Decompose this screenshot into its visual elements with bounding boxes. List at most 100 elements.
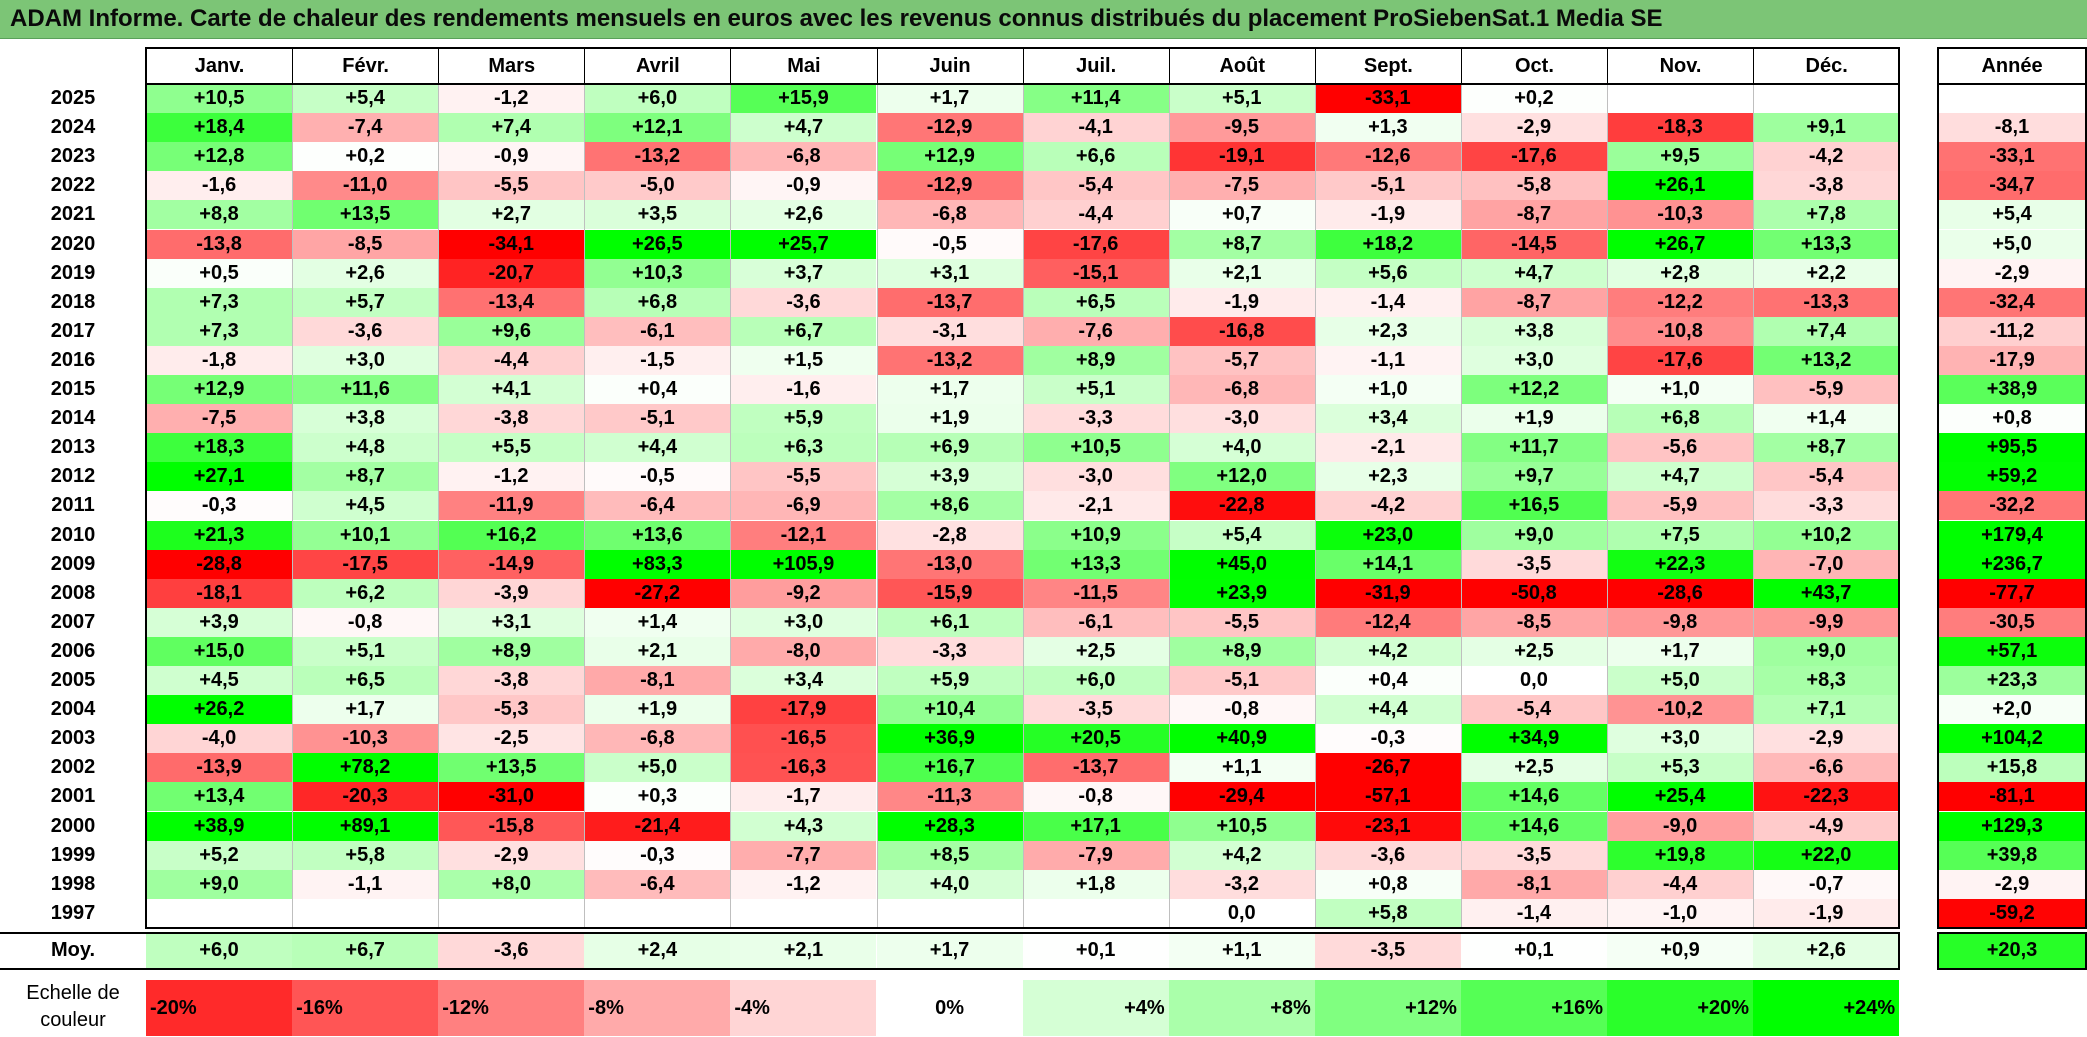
heatmap-cell: +2,5 (1022, 636, 1169, 666)
heatmap-cell: +1,5 (730, 345, 877, 375)
heatmap-cell (1022, 898, 1169, 928)
heatmap-cell: -6,8 (1168, 375, 1315, 405)
grid-line (1753, 84, 1755, 928)
heatmap-cell: +12,2 (1460, 375, 1607, 405)
heatmap-cell: -21,4 (584, 811, 731, 841)
color-scale-label-line1: Echelle de (26, 982, 120, 1004)
heatmap-cell: -7,5 (1168, 171, 1315, 201)
heatmap-cell: +3,1 (876, 258, 1023, 288)
heatmap-cell: -5,5 (730, 462, 877, 492)
heatmap-cell: +2,2 (1753, 258, 1900, 288)
heatmap-cell: -4,0 (146, 724, 293, 754)
heatmap-cell: -1,7 (730, 782, 877, 812)
heatmap-cell: +5,1 (292, 636, 439, 666)
heatmap-cell: +1,9 (876, 404, 1023, 434)
color-scale-step: -16% (292, 980, 439, 1036)
heatmap-cell: -13,2 (584, 142, 731, 172)
heatmap-cell: -13,3 (1753, 287, 1900, 317)
heatmap-cell: +4,7 (1460, 258, 1607, 288)
heatmap-cell: +8,7 (1753, 433, 1900, 463)
column-header-annee: Année (1938, 48, 2086, 84)
heatmap-cell: -5,4 (1022, 171, 1169, 201)
heatmap-cell: -0,5 (876, 229, 1023, 259)
heatmap-cell: +3,0 (730, 607, 877, 637)
heatmap-cell: -1,1 (1314, 345, 1461, 375)
heatmap-cell: +5,5 (438, 433, 585, 463)
heatmap-cell: +6,1 (876, 607, 1023, 637)
heatmap-cell: -5,4 (1753, 462, 1900, 492)
heatmap-cell: +26,1 (1607, 171, 1754, 201)
year-label-2016: 2016 (0, 345, 146, 375)
heatmap-cell: -34,1 (438, 229, 585, 259)
column-header-sept: Sept. (1314, 48, 1461, 84)
heatmap-cell: +5,0 (584, 753, 731, 783)
year-label-2001: 2001 (0, 782, 146, 812)
heatmap-cell: -8,5 (1460, 607, 1607, 637)
heatmap-cell: -7,5 (146, 404, 293, 434)
heatmap-cell: +13,6 (584, 520, 731, 550)
heatmap-cell: -11,3 (876, 782, 1023, 812)
heatmap-cell: -7,9 (1022, 840, 1169, 870)
heatmap-cell: +8,8 (146, 200, 293, 230)
heatmap-cell: -3,5 (1022, 695, 1169, 725)
heatmap-cell: +6,8 (584, 287, 731, 317)
heatmap-cell: +2,5 (1460, 753, 1607, 783)
color-scale-step: +12% (1314, 980, 1461, 1036)
heatmap-cell: -2,9 (1460, 113, 1607, 143)
heatmap-cell: -26,7 (1314, 753, 1461, 783)
heatmap-cell: -1,4 (1314, 287, 1461, 317)
column-header-dc: Déc. (1753, 48, 1900, 84)
color-scale-step: -8% (584, 980, 731, 1036)
heatmap-cell: +10,1 (292, 520, 439, 550)
heatmap-cell: +3,0 (1460, 345, 1607, 375)
heatmap-cell: -0,3 (584, 840, 731, 870)
heatmap-cell: +6,5 (292, 666, 439, 696)
heatmap-cell: +5,4 (292, 84, 439, 114)
heatmap-cell: +0,4 (584, 375, 731, 405)
heatmap-cell: -3,8 (1753, 171, 1900, 201)
color-scale-step: -12% (438, 980, 585, 1036)
heatmap-cell: +14,1 (1314, 549, 1461, 579)
heatmap-cell: +8,9 (1168, 636, 1315, 666)
heatmap-cell: +8,3 (1753, 666, 1900, 696)
annual-cell: +5,4 (1938, 200, 2086, 230)
heatmap-cell: -5,3 (438, 695, 585, 725)
heatmap-cell: -6,9 (730, 491, 877, 521)
heatmap-cell: +4,8 (292, 433, 439, 463)
heatmap-cell: -4,9 (1753, 811, 1900, 841)
heatmap-cell: +78,2 (292, 753, 439, 783)
heatmap-cell: -1,0 (1607, 898, 1754, 928)
heatmap-cell: -3,6 (292, 316, 439, 346)
column-header-mars: Mars (438, 48, 585, 84)
heatmap-cell: +18,2 (1314, 229, 1461, 259)
heatmap-cell: +5,8 (292, 840, 439, 870)
heatmap-cell: -5,1 (1168, 666, 1315, 696)
heatmap-cell: +9,6 (438, 316, 585, 346)
annual-cell: +57,1 (1938, 636, 2086, 666)
annual-cell: +104,2 (1938, 724, 2086, 754)
column-header-oct: Oct. (1460, 48, 1607, 84)
heatmap-cell: -3,5 (1460, 840, 1607, 870)
heatmap-cell: +10,5 (146, 84, 293, 114)
heatmap-cell: -4,2 (1753, 142, 1900, 172)
year-label-2023: 2023 (0, 142, 146, 172)
color-scale-step: 0% (876, 980, 1023, 1036)
heatmap-cell: -20,7 (438, 258, 585, 288)
heatmap-cell: +12,9 (876, 142, 1023, 172)
heatmap-cell (1753, 84, 1900, 114)
heatmap-cell: -9,9 (1753, 607, 1900, 637)
heatmap-cell: +6,3 (730, 433, 877, 463)
heatmap-cell: +15,9 (730, 84, 877, 114)
heatmap-cell: -10,2 (1607, 695, 1754, 725)
heatmap-cell: +9,5 (1607, 142, 1754, 172)
year-label-2017: 2017 (0, 316, 146, 346)
heatmap-cell: -11,9 (438, 491, 585, 521)
annual-cell (1938, 84, 2086, 114)
year-label-2018: 2018 (0, 287, 146, 317)
heatmap-cell: +3,5 (584, 200, 731, 230)
year-label-2002: 2002 (0, 753, 146, 783)
heatmap-cell: +12,0 (1168, 462, 1315, 492)
annual-cell: -2,9 (1938, 869, 2086, 899)
heatmap-cell: +6,0 (584, 84, 731, 114)
heatmap-cell: +9,0 (146, 869, 293, 899)
